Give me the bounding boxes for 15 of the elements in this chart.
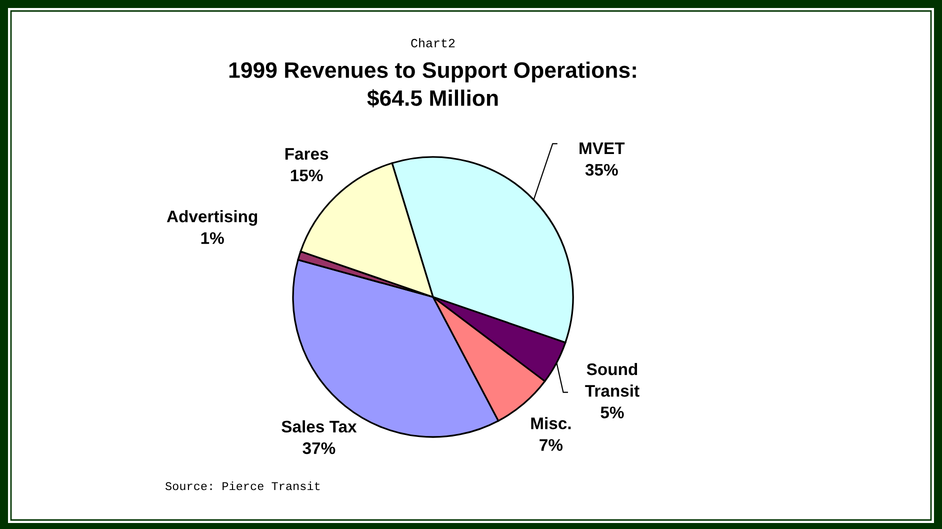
chart-title: 1999 Revenues to Support Operations: $64.5 Million (229, 62, 636, 108)
slice-label: Sales Tax (282, 420, 357, 433)
slice-label: Advertising (166, 210, 258, 226)
slice-label: Misc. (531, 417, 571, 430)
slice-label: Fares (285, 148, 328, 160)
data-label: 5% (600, 406, 624, 418)
data-label: 37% (302, 442, 336, 454)
slice-label: MVET (580, 142, 625, 154)
slice-label: Sound Transit (585, 362, 640, 397)
data-label: 7% (540, 439, 563, 451)
data-label: 1% (201, 232, 224, 244)
chart-subtitle: Chart2 (411, 38, 455, 48)
source-note: Source: Pierce Transit (165, 481, 320, 490)
data-label: 15% (290, 170, 323, 182)
data-label: 35% (585, 164, 618, 176)
